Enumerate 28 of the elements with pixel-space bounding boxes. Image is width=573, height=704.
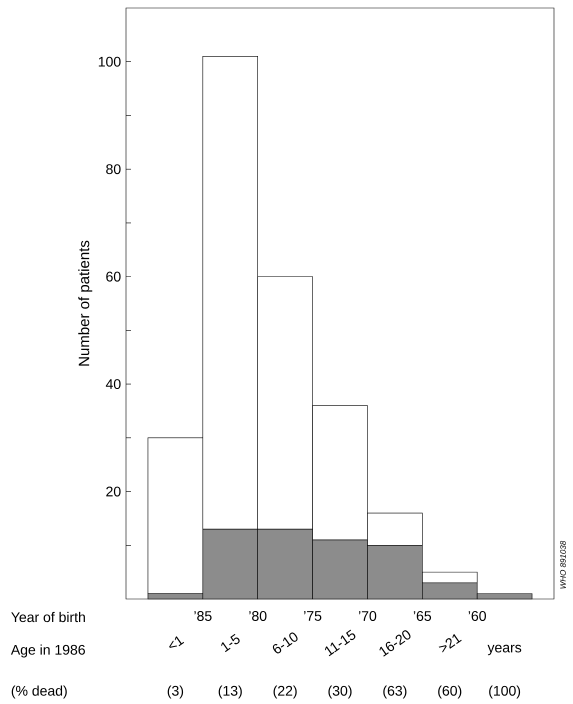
x-tick-label: >21 [438, 634, 462, 653]
text: (63) [383, 685, 406, 699]
text: ’80 [249, 611, 266, 621]
y-axis-title: Number of patients [78, 240, 92, 366]
y-tick-label: 100 [98, 56, 121, 67]
text: WHO 891038 [560, 540, 566, 589]
text: ’65 [414, 611, 432, 621]
y-tick-label: 20 [106, 486, 121, 497]
text: ’70 [358, 611, 376, 621]
text: Year of birth [11, 612, 85, 622]
text: (3) [168, 685, 184, 699]
text: (13) [218, 685, 242, 699]
text: (% dead) [12, 685, 67, 699]
text: (100) [489, 685, 520, 699]
text: ’75 [304, 611, 322, 621]
text: ’60 [468, 611, 486, 621]
text: years [488, 644, 522, 656]
y-tick-label: 80 [106, 164, 121, 174]
y-tick-label: 40 [106, 379, 121, 390]
x-tick-label: <1 [169, 636, 184, 648]
text: (30) [328, 685, 352, 699]
x-tick-label: 1-5 [221, 634, 240, 652]
text: ’85 [194, 611, 212, 621]
text: (22) [274, 685, 297, 699]
text: (60) [438, 685, 462, 699]
y-tick-label: 60 [106, 272, 121, 282]
x-tick-label: 6-10 [272, 632, 298, 654]
text: Age in 1986 [10, 644, 85, 658]
